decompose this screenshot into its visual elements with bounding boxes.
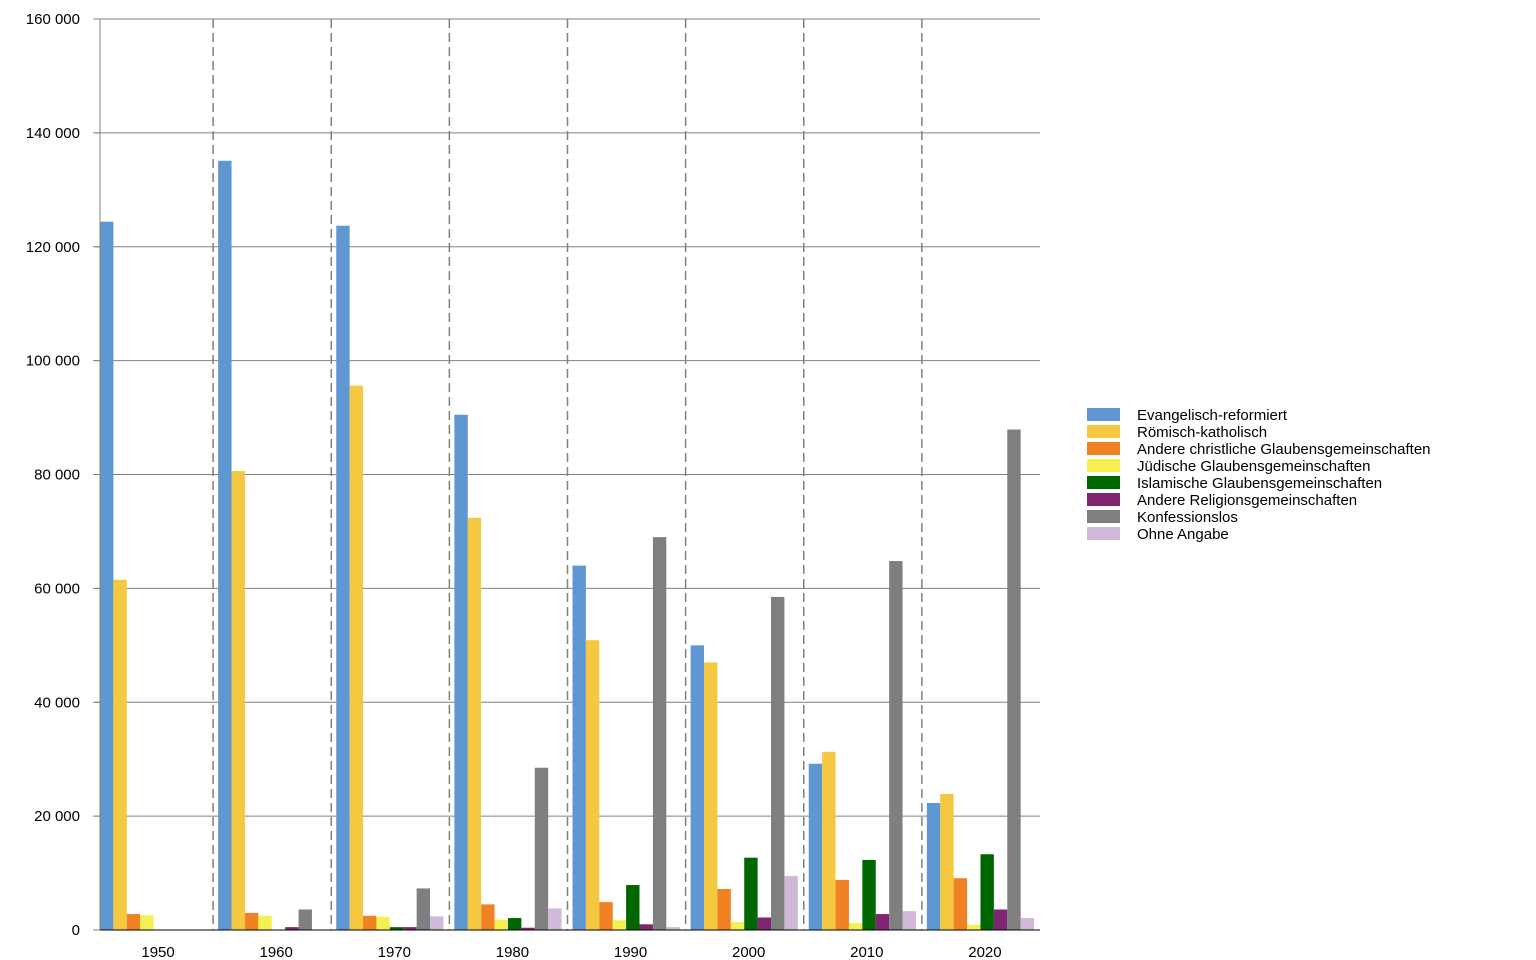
bar — [1007, 429, 1021, 930]
legend-label: Ohne Angabe — [1137, 526, 1229, 543]
x-tick-label: 1950 — [141, 944, 174, 960]
bar — [454, 414, 468, 930]
axes: 0 20 000 40 000 60 000 80 000 100 000 120 000 1… — [26, 11, 1040, 960]
y-tick-label: 80 000 — [34, 467, 80, 484]
legend-swatch — [1087, 510, 1120, 523]
bar — [717, 889, 731, 930]
bar — [639, 924, 653, 930]
bar — [666, 927, 680, 930]
bar — [548, 908, 562, 930]
bar — [389, 927, 404, 930]
legend-swatch — [1087, 442, 1120, 455]
legend-label: Andere Religionsgemeinschaften — [1137, 492, 1357, 509]
x-tick-label: 1990 — [614, 944, 647, 960]
bar — [652, 537, 667, 930]
bar — [1020, 918, 1035, 930]
legend-swatch — [1087, 408, 1120, 421]
bar — [848, 923, 863, 930]
bar — [862, 859, 876, 930]
bar — [572, 565, 586, 930]
bar — [467, 517, 482, 930]
bar — [599, 902, 613, 930]
bar — [940, 793, 954, 930]
x-tick-label: 1980 — [496, 944, 529, 960]
bar — [690, 645, 705, 930]
bar — [363, 915, 377, 930]
y-tick-label: 100 000 — [26, 353, 80, 370]
bar — [336, 225, 350, 931]
bar — [626, 885, 640, 930]
bar — [585, 640, 600, 930]
legend-label: Jüdische Glaubensgemeinschaften — [1137, 458, 1370, 475]
y-tick-label: 120 000 — [26, 239, 80, 256]
x-tick-label: 2020 — [968, 944, 1001, 960]
bar — [980, 854, 994, 930]
legend-label: Andere christliche Glaubensgemeinschafte… — [1137, 441, 1431, 458]
bar — [258, 915, 272, 930]
bar — [784, 875, 798, 930]
bar — [744, 857, 758, 930]
bar — [875, 914, 890, 930]
legend: Evangelisch-reformiertRömisch-katholisch… — [1087, 407, 1431, 543]
legend-swatch — [1087, 425, 1120, 438]
x-tick-label: 2010 — [850, 944, 883, 960]
bar — [612, 920, 627, 930]
bar — [953, 878, 968, 930]
legend-label: Konfessionslos — [1137, 509, 1238, 526]
legend-swatch — [1087, 476, 1120, 489]
x-tick-label: 1970 — [378, 944, 411, 960]
legend-swatch — [1087, 459, 1120, 472]
y-tick-label: 20 000 — [34, 808, 80, 825]
y-tick-label: 60 000 — [34, 580, 80, 597]
bar — [993, 909, 1008, 930]
bar — [835, 879, 849, 930]
bar — [244, 912, 259, 930]
bar — [902, 911, 916, 930]
bar — [231, 471, 245, 930]
legend-swatch — [1087, 527, 1120, 540]
bar — [416, 888, 431, 930]
bar — [376, 916, 390, 930]
legend-label: Evangelisch-reformiert — [1137, 407, 1288, 424]
bar — [481, 904, 495, 930]
bar — [534, 767, 549, 930]
bar — [822, 751, 836, 930]
bar — [430, 916, 444, 930]
bar — [730, 922, 745, 930]
bar — [521, 927, 535, 930]
bar — [126, 914, 141, 930]
y-tick-label: 140 000 — [26, 125, 80, 142]
bar — [889, 561, 903, 930]
bar — [507, 918, 522, 930]
y-tick-label: 0 — [72, 922, 80, 939]
bar — [808, 763, 823, 930]
grid — [95, 18, 1040, 930]
bar — [704, 662, 718, 930]
bars — [100, 160, 1035, 931]
bar — [403, 927, 417, 930]
bar — [100, 221, 114, 930]
bar — [140, 915, 154, 930]
bar — [349, 385, 364, 930]
legend-label: Islamische Glaubensgemeinschaften — [1137, 475, 1382, 492]
bar — [218, 160, 232, 931]
y-tick-label: 160 000 — [26, 11, 80, 28]
bar — [494, 919, 508, 930]
x-tick-label: 1960 — [260, 944, 293, 960]
bar — [967, 924, 981, 930]
y-tick-label: 40 000 — [34, 694, 80, 711]
bar — [757, 917, 772, 930]
bar — [113, 579, 127, 930]
bar — [771, 596, 785, 930]
x-tick-label: 2000 — [732, 944, 765, 960]
legend-swatch — [1087, 493, 1120, 506]
bar — [285, 927, 299, 930]
legend-label: Römisch-katholisch — [1137, 424, 1267, 441]
bar — [926, 803, 941, 930]
bar — [298, 909, 312, 930]
